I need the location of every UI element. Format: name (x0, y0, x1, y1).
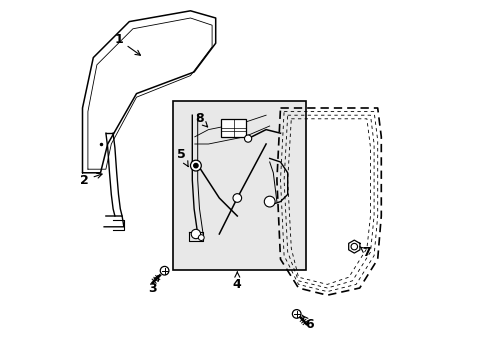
Text: 5: 5 (177, 148, 188, 167)
Text: 8: 8 (195, 112, 207, 127)
Text: 4: 4 (232, 272, 241, 291)
Circle shape (198, 235, 204, 240)
Circle shape (244, 135, 251, 142)
Text: 1: 1 (114, 33, 140, 55)
Circle shape (350, 243, 357, 250)
Text: 2: 2 (80, 173, 102, 186)
Circle shape (193, 163, 198, 168)
Text: 6: 6 (302, 315, 313, 330)
Text: 7: 7 (359, 246, 370, 258)
Circle shape (191, 229, 200, 239)
Circle shape (264, 196, 275, 207)
Polygon shape (348, 240, 359, 253)
Circle shape (232, 194, 241, 202)
Bar (172, 101, 305, 270)
Circle shape (160, 266, 168, 275)
Bar (221, 119, 246, 137)
Text: 3: 3 (148, 275, 158, 294)
Circle shape (190, 160, 201, 171)
Circle shape (292, 310, 301, 318)
